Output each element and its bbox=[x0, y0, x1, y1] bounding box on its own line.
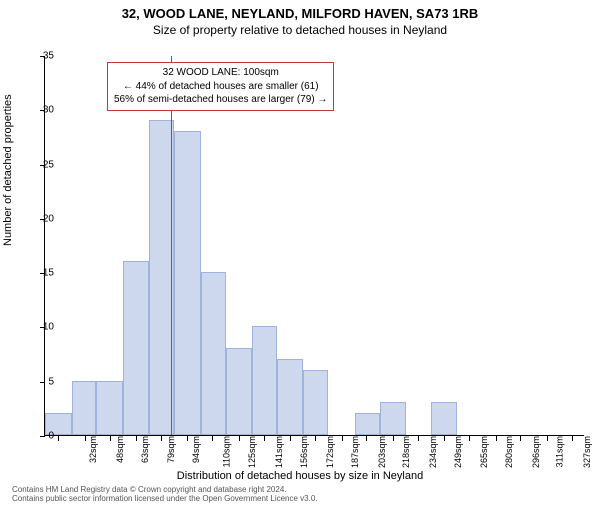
xtick-mark bbox=[187, 436, 188, 441]
xtick-label: 110sqm bbox=[222, 436, 232, 467]
xtick-label: 187sqm bbox=[350, 436, 360, 468]
xtick-label: 172sqm bbox=[325, 436, 335, 468]
histogram-bar bbox=[226, 348, 253, 435]
footer-line2: Contains public sector information licen… bbox=[12, 494, 592, 504]
title-subtitle: Size of property relative to detached ho… bbox=[0, 23, 600, 37]
xtick-mark bbox=[85, 436, 86, 441]
histogram-bar bbox=[72, 381, 97, 435]
xtick-label: 156sqm bbox=[299, 436, 309, 468]
xtick-label: 311sqm bbox=[555, 436, 565, 467]
xtick-label: 280sqm bbox=[504, 436, 514, 468]
xtick-mark bbox=[520, 436, 521, 441]
ytick-label: 30 bbox=[24, 105, 54, 116]
histogram-bar bbox=[380, 402, 407, 435]
histogram-bar bbox=[201, 272, 226, 435]
xtick-mark bbox=[136, 436, 137, 441]
footer-line1: Contains HM Land Registry data © Crown c… bbox=[12, 485, 592, 495]
xtick-label: 32sqm bbox=[88, 436, 98, 463]
histogram-bar bbox=[96, 381, 123, 435]
property-marker-line bbox=[171, 56, 172, 435]
xtick-mark bbox=[212, 436, 213, 441]
xtick-mark bbox=[418, 436, 419, 441]
xtick-label: 249sqm bbox=[453, 436, 463, 468]
ytick-label: 35 bbox=[24, 51, 54, 62]
footer-attribution: Contains HM Land Registry data © Crown c… bbox=[12, 485, 592, 504]
ytick-label: 20 bbox=[24, 213, 54, 224]
xtick-label: 94sqm bbox=[191, 436, 201, 463]
histogram-bar bbox=[174, 131, 201, 435]
xtick-mark bbox=[342, 436, 343, 441]
histogram-bar bbox=[277, 359, 304, 435]
xtick-mark bbox=[496, 436, 497, 441]
xtick-mark bbox=[110, 436, 111, 441]
chart-area: 32sqm48sqm63sqm79sqm94sqm110sqm125sqm141… bbox=[44, 56, 584, 436]
xtick-label: 141sqm bbox=[274, 436, 284, 468]
xtick-mark bbox=[444, 436, 445, 441]
xtick-label: 79sqm bbox=[166, 436, 176, 463]
histogram-bar bbox=[431, 402, 458, 435]
xtick-mark bbox=[572, 436, 573, 441]
y-axis-label: Number of detached properties bbox=[2, 94, 14, 246]
xtick-mark bbox=[264, 436, 265, 441]
xtick-mark bbox=[547, 436, 548, 441]
annotation-line: 32 WOOD LANE: 100sqm bbox=[114, 66, 327, 80]
xtick-mark bbox=[366, 436, 367, 441]
xtick-mark bbox=[290, 436, 291, 441]
xtick-label: 327sqm bbox=[582, 436, 592, 468]
xtick-label: 296sqm bbox=[531, 436, 541, 468]
xtick-mark bbox=[58, 436, 59, 441]
title-address: 32, WOOD LANE, NEYLAND, MILFORD HAVEN, S… bbox=[0, 6, 600, 21]
annotation-line: ← 44% of detached houses are smaller (61… bbox=[114, 80, 327, 94]
xtick-label: 218sqm bbox=[401, 436, 411, 468]
ytick-label: 10 bbox=[24, 322, 54, 333]
xtick-label: 63sqm bbox=[140, 436, 150, 463]
xtick-mark bbox=[239, 436, 240, 441]
xtick-label: 125sqm bbox=[247, 436, 257, 468]
ytick-label: 15 bbox=[24, 268, 54, 279]
plot-area: 32sqm48sqm63sqm79sqm94sqm110sqm125sqm141… bbox=[44, 56, 584, 436]
xtick-label: 265sqm bbox=[479, 436, 489, 468]
xtick-label: 48sqm bbox=[115, 436, 125, 463]
xtick-mark bbox=[469, 436, 470, 441]
annotation-line: 56% of semi-detached houses are larger (… bbox=[114, 93, 327, 107]
ytick-label: 5 bbox=[24, 376, 54, 387]
xtick-mark bbox=[393, 436, 394, 441]
xtick-mark bbox=[315, 436, 316, 441]
xtick-label: 203sqm bbox=[377, 436, 387, 468]
ytick-label: 25 bbox=[24, 159, 54, 170]
histogram-bar bbox=[355, 413, 380, 435]
histogram-bar bbox=[303, 370, 328, 435]
xtick-label: 234sqm bbox=[428, 436, 438, 468]
ytick-label: 0 bbox=[24, 431, 54, 442]
x-axis-label: Distribution of detached houses by size … bbox=[0, 470, 600, 482]
histogram-bar bbox=[123, 261, 150, 435]
histogram-bar bbox=[252, 326, 277, 435]
annotation-box: 32 WOOD LANE: 100sqm← 44% of detached ho… bbox=[107, 62, 334, 111]
xtick-mark bbox=[161, 436, 162, 441]
